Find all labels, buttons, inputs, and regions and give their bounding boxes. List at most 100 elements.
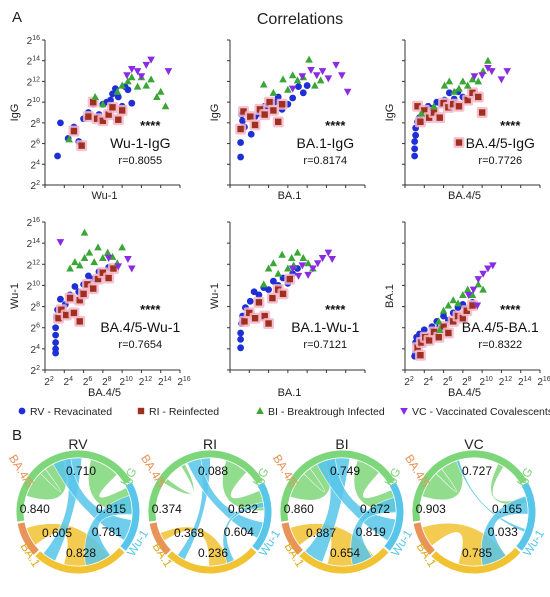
legend-marker-square xyxy=(137,407,145,415)
data-point-bi xyxy=(94,243,102,251)
chord-value: 0.828 xyxy=(66,546,96,560)
data-point-rv xyxy=(299,89,307,97)
chord-title: RI xyxy=(203,436,217,452)
data-point-ri xyxy=(107,101,118,113)
data-point-ri xyxy=(267,104,279,116)
data-point-ri xyxy=(453,100,465,112)
data-point-bi xyxy=(127,73,136,81)
data-point-rv xyxy=(255,291,263,299)
chord-value: 0.840 xyxy=(20,502,50,516)
data-point-vc xyxy=(484,265,492,273)
data-point-ri xyxy=(76,140,88,152)
chord-link xyxy=(52,458,132,541)
y-tick-label: 214 xyxy=(27,56,40,68)
chord-title: VC xyxy=(464,436,483,452)
data-point-ri xyxy=(64,292,76,304)
chord-node-arc xyxy=(167,547,257,574)
y-tick-label: 24 xyxy=(31,344,41,356)
data-point-vc xyxy=(318,68,327,76)
data-point-rv xyxy=(52,331,60,339)
data-point-bi xyxy=(449,296,458,304)
y-tick-label: 212 xyxy=(27,259,40,271)
chord-node-arc xyxy=(17,522,39,555)
data-point-vc xyxy=(124,256,132,263)
data-point-ri xyxy=(259,109,271,121)
chord-link xyxy=(350,497,397,566)
data-point-bi xyxy=(80,228,89,236)
data-point-rv xyxy=(52,324,60,332)
chord-value: 0.815 xyxy=(96,502,126,516)
data-point-ri xyxy=(453,137,465,149)
chord-node-arc xyxy=(16,450,131,522)
x-tick-label: 210 xyxy=(479,376,492,388)
data-point-vc xyxy=(114,263,123,271)
data-point-vc xyxy=(127,66,136,73)
data-point-bi xyxy=(459,77,467,85)
legend-label: VC - Vaccinated Covalescents xyxy=(412,406,550,418)
correlation-label: Wu-1-IgG xyxy=(110,135,170,151)
legend-label: RV - Revacinated xyxy=(30,406,112,418)
data-point-vc xyxy=(147,56,155,64)
data-point-rv xyxy=(303,82,311,89)
x-tick-label: 28 xyxy=(462,376,472,388)
data-point-ri xyxy=(263,317,275,329)
data-point-ri xyxy=(264,96,276,108)
data-point-ri xyxy=(244,111,256,123)
chord-link xyxy=(186,458,264,539)
chord-value: 0.604 xyxy=(224,525,254,539)
significance-stars: **** xyxy=(140,302,161,317)
chord-value: 0.605 xyxy=(42,526,72,540)
data-point-bi xyxy=(269,88,278,96)
data-point-vc xyxy=(484,64,492,72)
data-point-ri xyxy=(68,307,80,319)
y-axis-label: BA.1 xyxy=(384,284,396,308)
x-tick-label: 24 xyxy=(64,376,74,388)
data-point-bi xyxy=(284,85,292,93)
chord-link xyxy=(222,501,265,564)
data-point-rv xyxy=(247,130,255,138)
data-point-bi xyxy=(133,82,142,90)
data-point-vc xyxy=(328,256,337,263)
chord-link xyxy=(456,459,526,533)
data-point-bi xyxy=(439,306,448,314)
chord-node-arc xyxy=(384,482,404,551)
correlation-r: r=0.8322 xyxy=(478,339,522,351)
data-point-bi xyxy=(264,264,273,272)
legend-item: RI - Reinfected xyxy=(137,406,219,418)
data-point-vc xyxy=(56,239,65,247)
significance-stars: **** xyxy=(325,118,346,133)
chord-title: RV xyxy=(68,436,88,452)
chord-value: 0.727 xyxy=(462,464,492,478)
data-point-bi xyxy=(311,81,319,89)
data-point-rv xyxy=(269,277,277,285)
data-point-ri xyxy=(277,288,289,300)
y-tick-label: 210 xyxy=(27,97,40,109)
data-point-rv xyxy=(84,272,92,280)
data-point-rv xyxy=(265,286,272,294)
data-point-bi xyxy=(278,250,286,258)
data-point-rv xyxy=(246,297,254,305)
chord-node-arc xyxy=(412,450,527,522)
y-axis-label: Wu-1 xyxy=(209,283,221,309)
data-point-bi xyxy=(468,75,477,83)
chord-node-label: BA.1 xyxy=(414,540,440,570)
data-point-rv xyxy=(52,339,60,346)
chord-node-arc xyxy=(148,450,263,522)
y-axis-label: IgG xyxy=(209,104,221,122)
data-point-vc xyxy=(137,73,146,81)
x-tick-label: 216 xyxy=(537,376,550,388)
data-point-rv xyxy=(52,345,60,353)
y-tick-label: 24 xyxy=(31,159,41,171)
data-point-rv xyxy=(420,326,428,334)
data-point-ri xyxy=(238,315,250,327)
data-point-vc xyxy=(133,68,142,76)
data-point-rv xyxy=(107,96,114,104)
data-point-bi xyxy=(269,259,278,267)
data-point-bi xyxy=(454,299,462,307)
data-point-bi xyxy=(474,77,483,85)
data-point-rv xyxy=(237,153,245,161)
x-tick-label: 22 xyxy=(44,376,54,388)
correlation-label: BA.1-Wu-1 xyxy=(291,319,359,335)
